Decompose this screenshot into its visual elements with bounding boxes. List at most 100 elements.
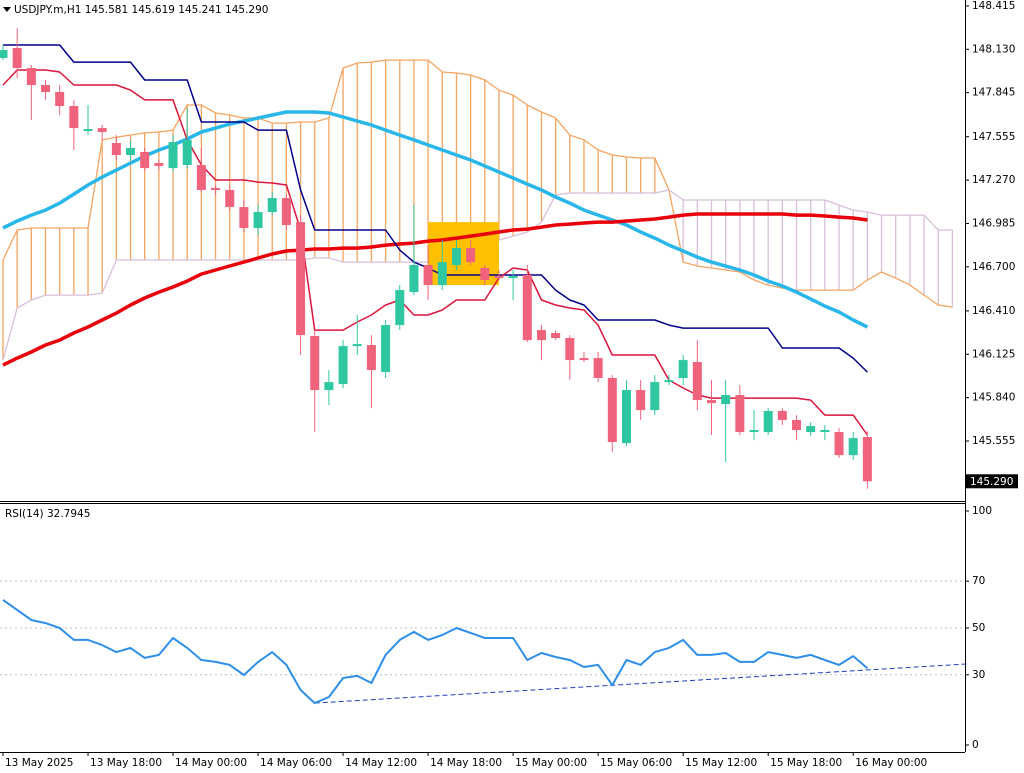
high-price: 145.619 (132, 4, 175, 16)
price-tick-label: 145.555 (972, 435, 1015, 447)
price-tick-label: 146.125 (972, 348, 1015, 360)
candle-body (792, 419, 802, 431)
time-tick-label: 14 May 00:00 (175, 757, 247, 769)
time-tick-label: 15 May 00:00 (515, 757, 587, 769)
candle-body (820, 430, 830, 433)
candle-body (267, 198, 277, 213)
candle-body (848, 438, 858, 456)
candle-body (126, 148, 136, 156)
candle-body (154, 163, 164, 166)
time-tick-label: 13 May 18:00 (90, 757, 162, 769)
candle-body (253, 212, 263, 229)
candle-body (211, 188, 221, 190)
plot-layers (0, 27, 967, 705)
price-tick-label: 146.985 (972, 217, 1015, 229)
candle-body (678, 360, 688, 379)
time-tick-label: 15 May 12:00 (685, 757, 757, 769)
candle-body (707, 400, 716, 404)
low-price: 145.241 (178, 4, 221, 16)
time-tick-label: 14 May 18:00 (430, 757, 502, 769)
candle-body (140, 151, 150, 169)
candle-body (324, 382, 334, 391)
candle-body (593, 358, 603, 379)
price-tick-label: 146.700 (972, 261, 1015, 273)
last-price-label: 145.290 (970, 476, 1013, 488)
candle-body (862, 437, 872, 482)
candle-body (26, 67, 36, 86)
candle-body (83, 128, 93, 131)
time-tick-label: 14 May 12:00 (345, 757, 417, 769)
price-tick-label: 148.130 (972, 43, 1015, 55)
rsi-tick-label: 50 (972, 622, 985, 634)
candle-body (12, 48, 22, 68)
candle-body (749, 430, 759, 433)
indicator-line (2, 212, 868, 367)
candle-body (69, 106, 79, 129)
symbol: USDJPY.m,H1 (14, 4, 81, 16)
time-tick-label: 15 May 18:00 (770, 757, 842, 769)
candle-body (636, 390, 646, 411)
candle-body (579, 358, 589, 361)
candle-body (381, 325, 391, 373)
candle-body (466, 248, 476, 263)
candle-body (296, 222, 306, 336)
rsi-tick-label: 0 (972, 739, 979, 751)
candle-body (650, 382, 660, 411)
candle-body (806, 426, 816, 433)
candle-body (522, 275, 532, 341)
candle-body (338, 346, 348, 385)
candle-body (621, 390, 631, 444)
candle-body (551, 332, 561, 338)
candle-body (352, 344, 362, 347)
candle-body (55, 92, 65, 107)
rsi-line (2, 599, 869, 705)
candle-body (777, 411, 787, 420)
candle-body (508, 276, 518, 279)
time-tick-label: 16 May 00:00 (855, 757, 927, 769)
price-tick-label: 146.410 (972, 305, 1015, 317)
candle-body (239, 207, 249, 229)
price-tick-label: 147.270 (972, 174, 1015, 186)
candle-body (735, 395, 745, 433)
rsi-tick-label: 100 (972, 505, 992, 517)
candle-body (310, 336, 320, 391)
time-tick-label: 15 May 06:00 (600, 757, 672, 769)
close-price: 145.290 (225, 4, 268, 16)
candle-body (366, 344, 376, 371)
candle-body (692, 362, 702, 401)
candle-body (409, 264, 419, 293)
candle-body (423, 264, 433, 286)
candle-body (451, 248, 461, 265)
candle-body (536, 330, 546, 341)
time-tick-label: 14 May 06:00 (260, 757, 332, 769)
candle-body (97, 128, 107, 133)
last-price-box (966, 474, 1018, 489)
rsi-tick-label: 70 (972, 575, 985, 587)
candle-body (565, 337, 575, 361)
rsi-tick-label: 30 (972, 669, 985, 681)
price-tick-label: 147.555 (972, 131, 1015, 143)
candle-body (763, 411, 773, 433)
candle-body (721, 395, 731, 405)
time-tick-label: 13 May 2025 (5, 757, 73, 769)
candle-body (480, 268, 490, 281)
rsi-title: RSI(14) (5, 508, 44, 520)
candle-body (111, 142, 121, 156)
candle-body (281, 198, 291, 225)
rsi-value: 32.7945 (47, 508, 90, 520)
candle-body (664, 380, 674, 383)
rsi-header: RSI(14) 32.7945 (5, 508, 90, 520)
candle-body (395, 290, 405, 326)
indicator-line (3, 44, 868, 373)
price-tick-label: 147.845 (972, 87, 1015, 99)
candle-body (182, 139, 192, 166)
price-tick-label: 145.840 (972, 392, 1015, 404)
candle-body (834, 432, 844, 456)
candle-body (607, 378, 617, 443)
candle-body (0, 50, 8, 58)
header-arrow (3, 7, 11, 12)
candle-body (225, 189, 235, 208)
